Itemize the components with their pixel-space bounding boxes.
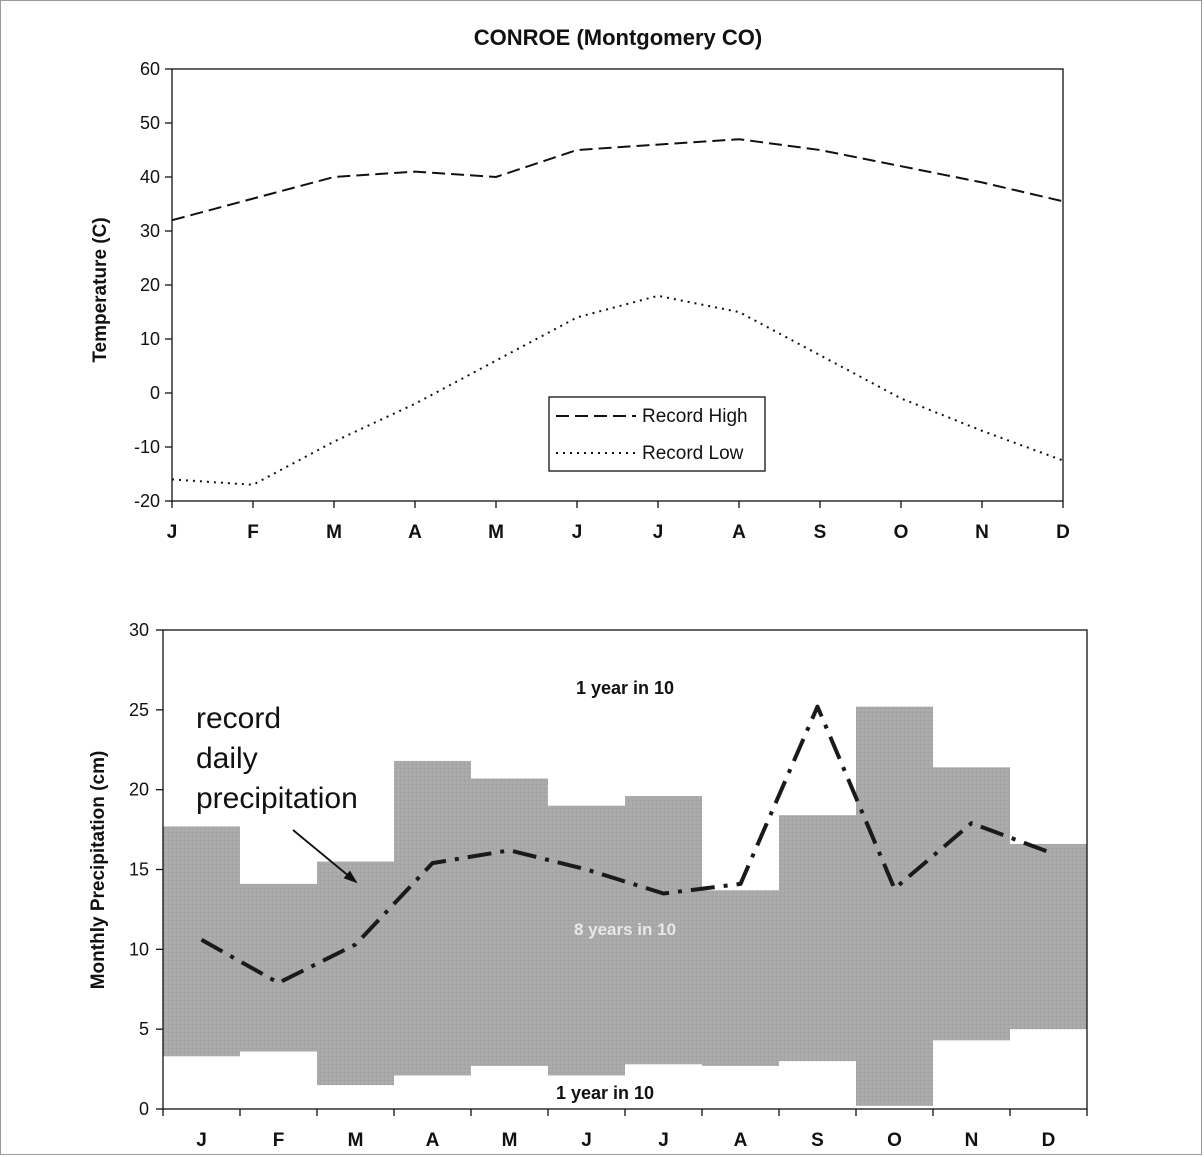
x-tick-label: A <box>734 1130 748 1151</box>
x-tick-label: A <box>732 522 746 543</box>
x-tick-label: J <box>658 1130 669 1151</box>
upper-band-label: 1 year in 10 <box>576 678 674 698</box>
legend-label-record-high: Record High <box>642 406 748 427</box>
y-tick-label: 0 <box>150 383 160 403</box>
temperature-plot-frame <box>171 68 1064 502</box>
band-bar <box>1010 843 1087 1030</box>
band-bar <box>702 890 779 1066</box>
band-bar <box>471 778 548 1066</box>
precipitation-bands <box>163 706 1087 1106</box>
annotation-arrow <box>292 829 358 884</box>
record-daily-precipitation-annotation: record daily precipitation <box>196 702 358 884</box>
x-tick-label: O <box>887 1130 902 1151</box>
x-tick-label: N <box>975 522 989 543</box>
band-bar <box>779 815 856 1062</box>
temperature-chart: CONROE (Montgomery CO) 60 50 40 30 20 10 0 -10 -… <box>90 25 1070 543</box>
x-tick-label: N <box>965 1130 979 1151</box>
y-tick-label: 30 <box>140 221 160 241</box>
band-bar <box>625 796 702 1065</box>
x-tick-label: F <box>273 1130 285 1151</box>
band-bar <box>548 805 625 1076</box>
x-tick-label: M <box>326 522 342 543</box>
x-tick-label: A <box>426 1130 440 1151</box>
precipitation-y-axis-title: Monthly Precipitation (cm) <box>88 751 109 990</box>
x-tick-label: O <box>894 522 909 543</box>
band-bar <box>856 706 933 1106</box>
x-tick-label: J <box>196 1130 207 1151</box>
band-bar <box>394 760 471 1076</box>
y-tick-label: 30 <box>129 620 149 640</box>
temperature-legend: Record High Record Low <box>548 396 766 472</box>
y-tick-label: 10 <box>140 329 160 349</box>
precipitation-chart: 30 25 20 15 10 5 0 J F M A M J J A S O N D Monthly Precip… <box>88 620 1088 1151</box>
y-tick-label: 60 <box>140 59 160 79</box>
x-tick-label: M <box>488 522 504 543</box>
band-bar <box>933 767 1010 1041</box>
temperature-y-axis-ticks: 60 50 40 30 20 10 0 -10 -20 <box>134 59 172 511</box>
y-tick-label: 0 <box>139 1099 149 1119</box>
y-tick-label: 20 <box>129 780 149 800</box>
precipitation-y-axis-ticks: 30 25 20 15 10 5 0 <box>129 620 163 1119</box>
annotation-line-2: daily <box>196 742 258 775</box>
x-tick-label: J <box>653 522 664 543</box>
lower-band-label: 1 year in 10 <box>556 1083 654 1103</box>
temperature-y-axis-title: Temperature (C) <box>90 217 111 362</box>
legend-box <box>548 396 766 472</box>
x-tick-label: M <box>348 1130 364 1151</box>
legend-label-record-low: Record Low <box>642 443 744 464</box>
y-tick-label: -20 <box>134 491 160 511</box>
record-daily-precipitation-line <box>200 704 1050 985</box>
y-tick-label: 40 <box>140 167 160 187</box>
middle-band-label: 8 years in 10 <box>574 920 676 939</box>
record-high-line <box>171 138 1064 222</box>
x-tick-label: D <box>1042 1130 1056 1151</box>
y-tick-label: 50 <box>140 113 160 133</box>
y-tick-label: 15 <box>129 860 149 880</box>
annotation-line-1: record <box>196 702 281 735</box>
y-tick-label: 25 <box>129 700 149 720</box>
x-tick-label: S <box>814 522 827 543</box>
x-tick-label: F <box>247 522 259 543</box>
annotation-line-3: precipitation <box>196 782 358 815</box>
band-bar <box>317 861 394 1086</box>
temperature-series <box>171 138 1064 486</box>
y-tick-label: 10 <box>129 939 149 959</box>
y-tick-label: 20 <box>140 275 160 295</box>
y-tick-label: -10 <box>134 437 160 457</box>
x-tick-label: A <box>408 522 422 543</box>
x-tick-label: J <box>572 522 583 543</box>
chart-title: CONROE (Montgomery CO) <box>474 25 762 50</box>
precipitation-series <box>200 704 1050 985</box>
x-tick-label: M <box>502 1130 518 1151</box>
x-tick-label: S <box>811 1130 824 1151</box>
x-tick-label: J <box>167 522 178 543</box>
precipitation-plot-frame <box>162 629 1088 1110</box>
y-tick-label: 5 <box>139 1019 149 1039</box>
x-tick-label: J <box>581 1130 592 1151</box>
x-tick-label: D <box>1056 522 1070 543</box>
